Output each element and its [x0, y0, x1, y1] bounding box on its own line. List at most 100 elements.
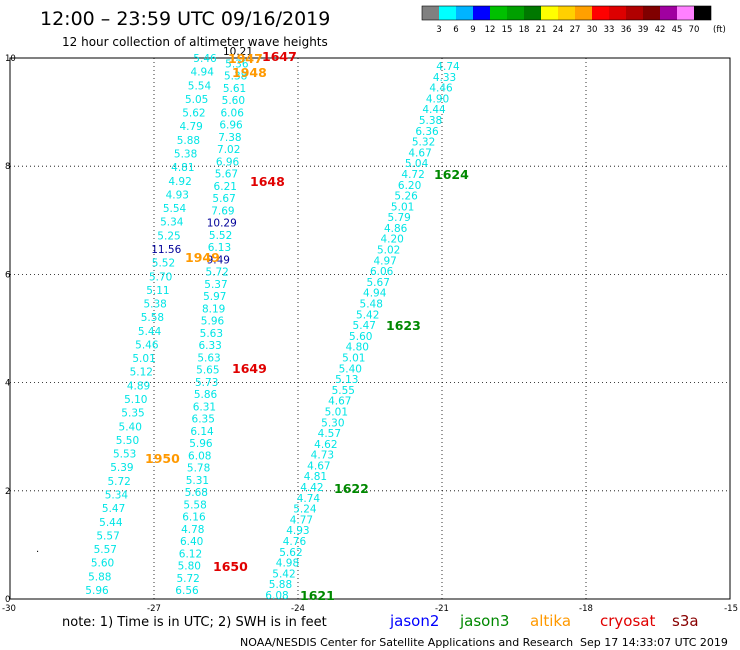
wave-height-value: 6.06: [221, 107, 245, 119]
wave-height-value: 5.25: [157, 230, 180, 242]
wave-height-value: 5.34: [160, 217, 184, 229]
wave-height-value: 5.42: [356, 309, 379, 321]
wave-height-value: 4.46: [429, 83, 453, 95]
legend-tick-label: 15: [502, 25, 513, 35]
wave-height-value: 5.68: [185, 487, 208, 499]
wave-height-value: 4.33: [433, 72, 456, 84]
wave-height-value: 5.96: [85, 585, 109, 597]
wave-height-value: 4.62: [314, 439, 337, 451]
wave-height-value: 4.94: [363, 288, 387, 300]
wave-height-value: 5.36: [225, 58, 249, 70]
wave-height-value: 5.11: [146, 285, 169, 297]
wave-height-value: 5.02: [377, 245, 400, 257]
pass-time-label: 1649: [232, 361, 267, 376]
wave-height-value: 6.96: [219, 120, 243, 132]
wave-height-value: 4.86: [384, 223, 408, 235]
legend-tick-label: 36: [621, 25, 632, 35]
latitude-tick: 6: [5, 270, 10, 280]
legend-tick-label: 18: [519, 25, 530, 35]
wave-height-value: 4.92: [168, 176, 191, 188]
wave-height-value: 5.40: [339, 363, 362, 375]
longitude-tick: -15: [724, 604, 738, 614]
legend-swatch: [626, 6, 643, 20]
legend-swatch: [473, 6, 490, 20]
wave-height-value: 5.86: [194, 389, 218, 401]
wave-height-value: 5.46: [135, 339, 159, 351]
wave-height-value: 5.46: [193, 53, 217, 65]
wave-height-value: 5.32: [412, 137, 435, 149]
wave-height-value: 5.58: [183, 499, 206, 511]
pass-time-label: 1947: [228, 51, 263, 66]
wave-height-value: 5.40: [119, 421, 142, 433]
wave-height-value: 5.38: [224, 71, 247, 83]
legend-swatch: [558, 6, 575, 20]
legend-tick-label: 39: [638, 25, 649, 35]
pass-time-label: 1948: [232, 65, 267, 80]
wave-height-value: 5.37: [204, 279, 227, 291]
legend-tick-label: 6: [453, 25, 458, 35]
wave-height-value: 5.96: [189, 438, 213, 450]
wave-height-value: 5.65: [196, 365, 219, 377]
wave-height-value: 10.29: [207, 218, 237, 230]
wave-height-value: 5.70: [149, 271, 172, 283]
longitude-tick: -21: [435, 604, 449, 614]
wave-height-value: 4.44: [422, 104, 446, 116]
wave-height-value: 4.81: [304, 471, 327, 483]
wave-height-value: 5.57: [96, 530, 119, 542]
wave-height-value: 5.44: [138, 326, 162, 338]
wave-height-value: 4.78: [181, 524, 204, 536]
latitude-tick: 8: [5, 162, 10, 172]
wave-height-value: 5.61: [223, 83, 246, 95]
wave-height-value: 5.97: [203, 291, 226, 303]
wave-height-value: 5.47: [102, 503, 125, 515]
wave-height-value: 5.60: [349, 331, 372, 343]
wave-height-value: 4.81: [171, 162, 194, 174]
legend-tick-label: 42: [655, 25, 666, 35]
latitude-tick: 10: [5, 54, 16, 64]
legend-tick-label: 27: [570, 25, 581, 35]
wave-height-value: 5.53: [113, 449, 136, 461]
latitude-tick: 4: [5, 379, 10, 389]
satellite-label: altika: [530, 612, 571, 630]
wave-height-value: 5.35: [121, 408, 144, 420]
wave-height-value: 4.74: [297, 493, 321, 505]
wave-height-value: 5.58: [141, 312, 164, 324]
footer-note: note: 1) Time is in UTC; 2) SWH is in fe…: [62, 615, 327, 630]
wave-height-value: 6.16: [182, 512, 206, 524]
wave-height-value: 5.67: [367, 277, 390, 289]
legend-tick-label: 3: [436, 25, 441, 35]
wave-height-value: 5.13: [335, 374, 358, 386]
wave-height-value: 4.67: [408, 147, 431, 159]
satellite-legend: jason2 jason3 altika cryosat s3a: [389, 612, 699, 630]
pass-time-label: 1949: [185, 250, 220, 265]
satellite-label: jason2: [389, 612, 439, 630]
wave-height-value: 6.31: [193, 401, 216, 413]
wave-height-value: 4.89: [127, 380, 150, 392]
wave-height-value: 5.52: [152, 258, 175, 270]
wave-height-value: 6.08: [265, 590, 288, 602]
wave-height-value: 4.67: [307, 460, 330, 472]
wave-height-value: 5.44: [99, 517, 123, 529]
wave-height-value: 5.47: [353, 320, 376, 332]
wave-height-value: 4.74: [436, 61, 460, 73]
wave-height-value: 4.72: [401, 169, 424, 181]
wave-height-value: 5.01: [132, 353, 155, 365]
wave-height-value: 7.69: [211, 205, 234, 217]
wave-height-value: 5.79: [387, 212, 410, 224]
legend-tick-label: 21: [536, 25, 547, 35]
wave-height-value: 5.60: [91, 558, 114, 570]
wave-height-value: 5.96: [201, 316, 225, 328]
wave-height-value: 6.33: [198, 340, 221, 352]
wave-height-value: 4.93: [286, 525, 309, 537]
wave-height-value: 5.60: [222, 95, 245, 107]
wave-height-value: 5.10: [124, 394, 147, 406]
wave-height-value: 5.78: [187, 463, 210, 475]
wave-height-value: 5.62: [279, 547, 302, 559]
wave-height-value: 5.38: [419, 115, 442, 127]
legend-swatch: [643, 6, 660, 20]
wave-height-value: 5.73: [195, 377, 218, 389]
legend-border: [421, 5, 712, 21]
legend-unit: (ft): [713, 25, 726, 35]
wave-height-value: 5.67: [212, 193, 235, 205]
